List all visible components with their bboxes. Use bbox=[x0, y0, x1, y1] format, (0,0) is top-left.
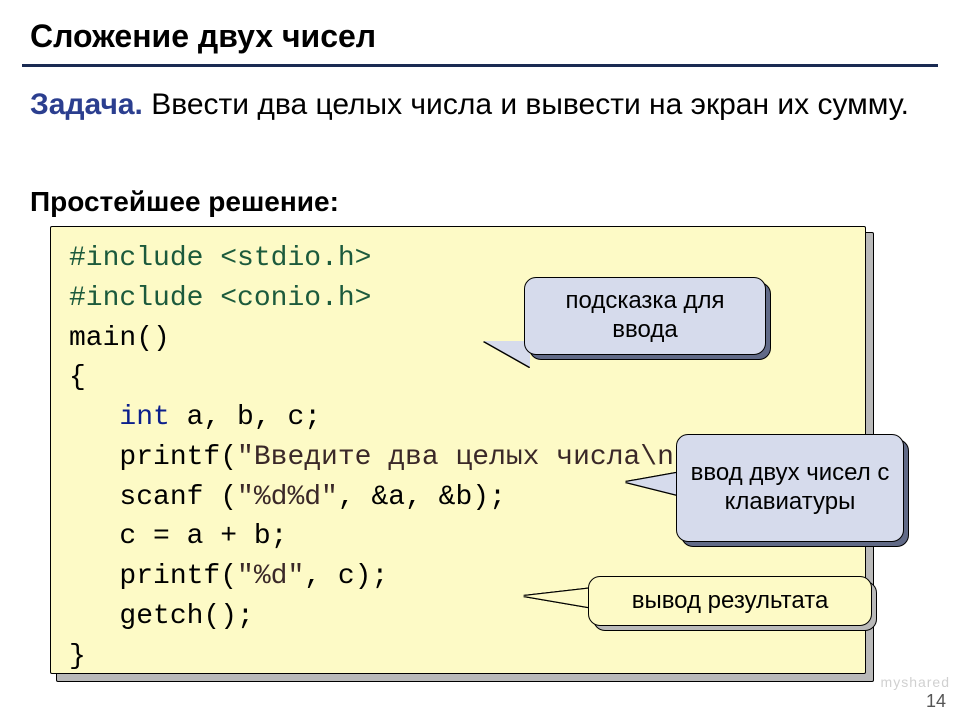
code-line: main() bbox=[69, 323, 170, 354]
slide: Сложение двух чисел Задача. Ввести два ц… bbox=[0, 0, 960, 720]
callout-hint: подсказка для ввода bbox=[524, 277, 766, 355]
slide-title: Сложение двух чисел bbox=[30, 18, 376, 55]
code-line: printf("%d", c); bbox=[69, 561, 388, 592]
callout-input-text: ввод двух чисел с клавиатуры bbox=[687, 459, 893, 517]
code-line: c = a + b; bbox=[69, 521, 287, 552]
callout-output: вывод результата bbox=[588, 576, 872, 626]
callout-input: ввод двух чисел с клавиатуры bbox=[676, 434, 904, 542]
solution-label: Простейшее решение: bbox=[30, 186, 339, 218]
code-line: printf("Введите два целых числа\n"); bbox=[69, 442, 724, 473]
code-line: } bbox=[69, 641, 86, 672]
page-number: 14 bbox=[926, 691, 946, 712]
task-label: Задача. bbox=[30, 88, 143, 121]
callout-hint-text: подсказка для ввода bbox=[535, 287, 755, 345]
watermark: myshared bbox=[881, 674, 950, 690]
callout-output-text: вывод результата bbox=[632, 587, 829, 616]
code-line: { bbox=[69, 362, 86, 393]
task-text: Задача. Ввести два целых числа и вывести… bbox=[30, 86, 930, 124]
code-line: #include <stdio.h> bbox=[69, 243, 371, 274]
code-line: getch(); bbox=[69, 601, 254, 632]
title-underline bbox=[22, 64, 938, 67]
code-line: scanf ("%d%d", &a, &b); bbox=[69, 482, 506, 513]
task-body: Ввести два целых числа и вывести на экра… bbox=[143, 88, 909, 121]
code-line: int a, b, c; bbox=[69, 402, 321, 433]
code-line: #include <conio.h> bbox=[69, 283, 371, 314]
